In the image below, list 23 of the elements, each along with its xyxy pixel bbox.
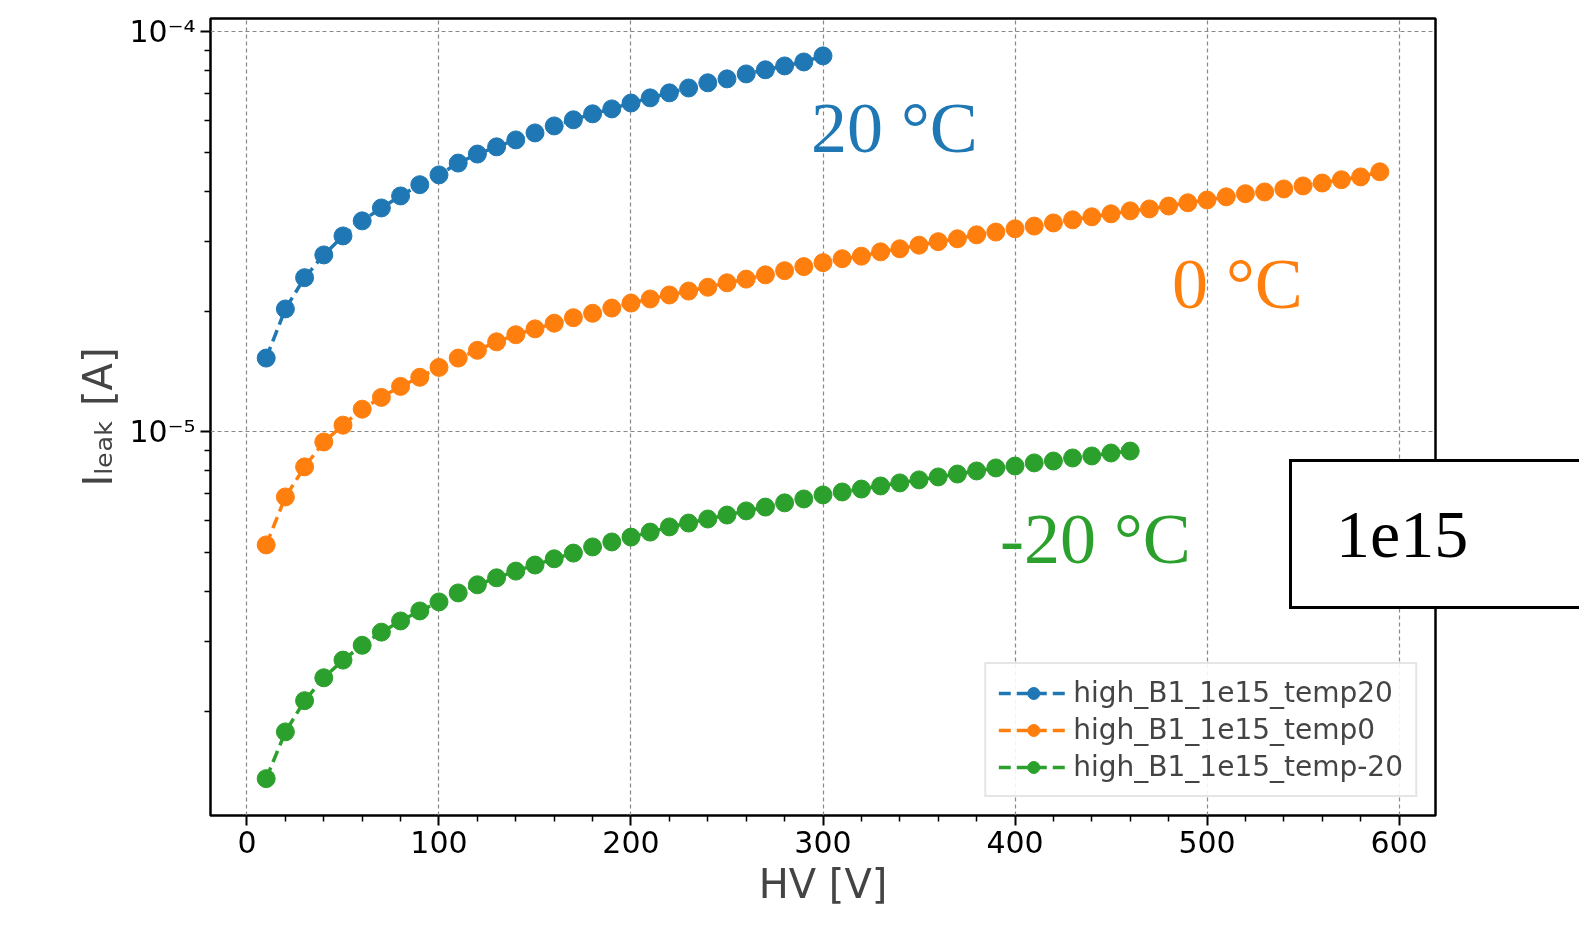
point — [1120, 441, 1140, 461]
x-tick-label: 500 — [1178, 824, 1236, 860]
annotation: 20 °C — [811, 88, 978, 168]
annotation: -20 °C — [1000, 499, 1191, 579]
annotation: 1e15 — [1289, 459, 1579, 609]
legend-label: high_B1_1e15_temp20 — [1073, 676, 1393, 709]
legend-label: high_B1_1e15_temp-20 — [1073, 750, 1403, 783]
x-tick-label: 400 — [986, 824, 1044, 860]
point — [813, 46, 833, 66]
x-tick-label: 100 — [410, 824, 468, 860]
y-tick-label: 10⁻⁵ — [129, 414, 196, 450]
point — [1370, 162, 1390, 182]
point — [256, 769, 276, 789]
x-tick-label: 300 — [794, 824, 852, 860]
annotation: 0 °C — [1172, 244, 1303, 324]
x-tick-label: 0 — [237, 824, 257, 860]
y-axis-title: Iₗₑₐₖ [A] — [75, 347, 122, 487]
x-axis-title: HV [V] — [758, 860, 888, 907]
legend-label: high_B1_1e15_temp0 — [1073, 713, 1376, 746]
x-tick-label: 200 — [602, 824, 660, 860]
point — [256, 348, 276, 368]
y-tick-label: 10⁻⁴ — [129, 14, 196, 50]
x-tick-label: 600 — [1370, 824, 1428, 860]
